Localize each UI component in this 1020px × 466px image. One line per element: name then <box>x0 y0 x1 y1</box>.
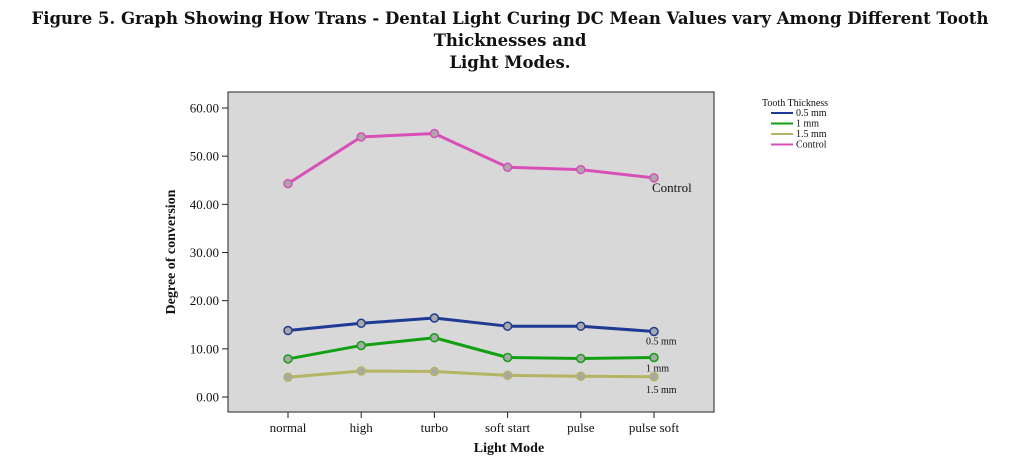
data-point <box>649 173 659 183</box>
series-annotation: 1.5 mm <box>646 385 677 396</box>
x-axis-title: Light Mode <box>474 441 544 456</box>
y-tick-label: 40.00 <box>190 197 219 212</box>
x-tick-label: high <box>350 420 374 435</box>
x-tick-label: normal <box>270 420 307 435</box>
data-point <box>649 352 659 363</box>
data-point <box>649 372 659 382</box>
legend-label: 1.5 mm <box>796 129 827 140</box>
y-tick-label: 50.00 <box>190 149 219 164</box>
data-point <box>429 128 440 139</box>
legend-label: Control <box>796 140 827 151</box>
y-tick-label: 0.00 <box>196 390 219 405</box>
data-point <box>502 321 513 331</box>
series-line <box>287 316 655 333</box>
x-tick-label: pulse soft <box>629 420 680 435</box>
data-point <box>649 326 659 337</box>
data-point <box>502 162 513 172</box>
series-layer <box>283 128 659 383</box>
data-point <box>283 325 293 336</box>
plot-area <box>227 91 715 413</box>
data-point <box>576 353 586 364</box>
y-axis: 0.00 10.00 20.00 30.00 40.00 50.00 60.00 <box>190 101 228 405</box>
series-line <box>287 132 655 185</box>
x-tick-label: pulse <box>567 420 595 435</box>
x-axis: normal high turbo soft start pulse pulse soft <box>270 412 680 435</box>
data-point <box>283 354 293 364</box>
figure-title: Figure 5. Graph Showing How Trans - Dent… <box>0 8 1020 74</box>
y-tick-label: 20.00 <box>190 293 219 308</box>
series-line <box>287 369 655 379</box>
data-point <box>356 318 366 329</box>
series-annotation: 0.5 mm <box>646 336 677 347</box>
data-point <box>429 313 440 323</box>
data-point <box>502 352 513 363</box>
data-point <box>429 333 440 343</box>
data-point <box>576 321 586 331</box>
data-point <box>356 132 366 142</box>
series-annotation: Control <box>652 180 692 195</box>
y-axis-title: Degree of conversion <box>164 189 179 314</box>
y-tick-label: 60.00 <box>190 101 219 116</box>
data-point <box>576 371 586 382</box>
series-line <box>287 336 655 361</box>
figure-title-line-2: Light Modes. <box>449 53 571 72</box>
data-point <box>576 164 586 175</box>
y-tick-label: 10.00 <box>190 341 219 356</box>
data-point <box>502 370 513 381</box>
legend-label: 1 mm <box>796 119 819 130</box>
x-tick-label: turbo <box>421 420 448 435</box>
data-point <box>283 372 293 383</box>
series-annotations: 0.5 mm 1 mm 1.5 mm Control <box>646 180 692 396</box>
figure-title-line-1: Figure 5. Graph Showing How Trans - Dent… <box>31 9 989 50</box>
data-point <box>283 178 293 189</box>
x-tick-label: soft start <box>485 420 531 435</box>
data-point <box>429 366 440 377</box>
series-annotation: 1 mm <box>646 364 669 375</box>
legend-title: Tooth Thickness <box>762 98 828 109</box>
data-point <box>356 340 366 351</box>
data-point <box>356 366 366 376</box>
y-tick-label: 30.00 <box>190 245 219 260</box>
legend-label: 0.5 mm <box>796 108 827 119</box>
